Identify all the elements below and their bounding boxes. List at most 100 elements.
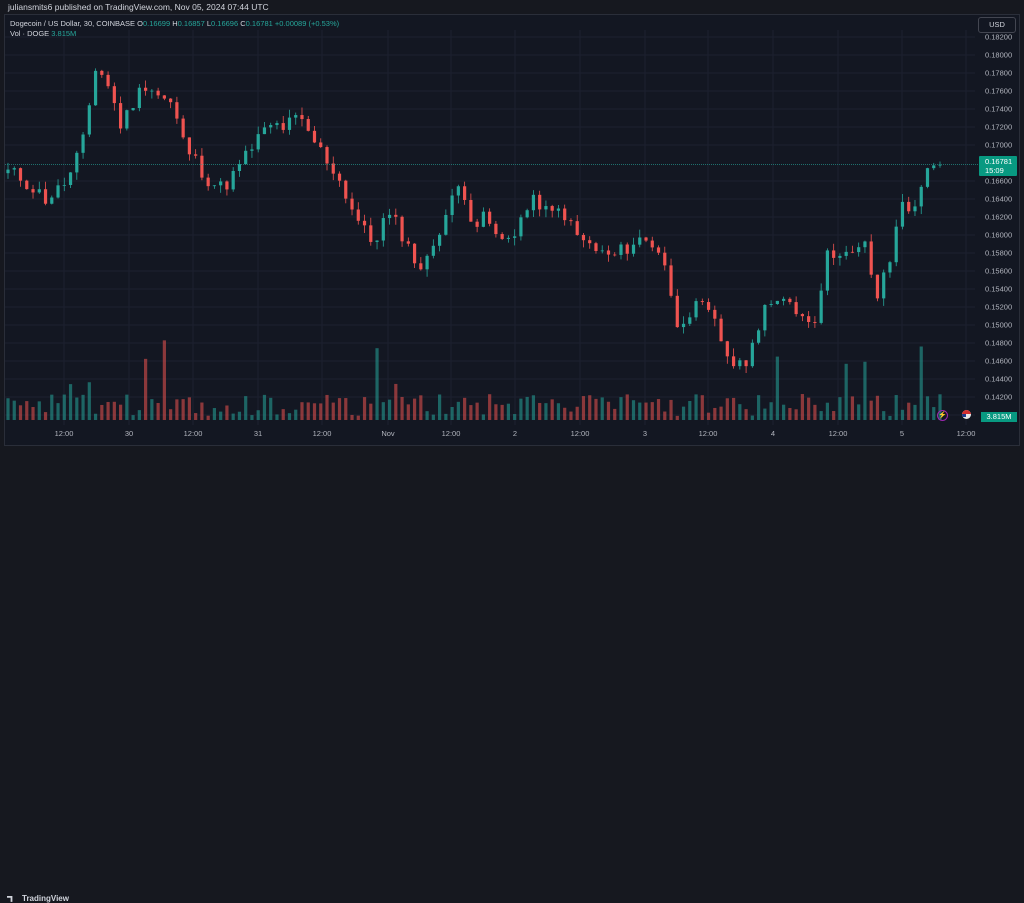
volume-bar xyxy=(782,404,786,420)
volume-bar xyxy=(681,406,686,420)
candle-body xyxy=(12,168,16,170)
volume-bar xyxy=(175,399,179,420)
volume-bar xyxy=(106,401,110,420)
volume-bar xyxy=(425,411,429,420)
volume-bar xyxy=(731,397,736,420)
candle-body xyxy=(237,164,242,171)
volume-bar xyxy=(231,413,235,420)
volume-bar xyxy=(656,399,661,420)
time-tick-label: 12:00 xyxy=(957,429,976,438)
candle-body xyxy=(93,70,98,106)
candle-body xyxy=(888,262,892,273)
volume-bar xyxy=(100,404,104,420)
price-tick-label: 0.17400 xyxy=(985,105,1012,114)
candle-body xyxy=(600,250,604,252)
currency-button[interactable]: USD xyxy=(978,17,1016,33)
candle-body xyxy=(200,155,204,178)
symbol-title[interactable]: Dogecoin / US Dollar, 30, COINBASE xyxy=(10,19,136,28)
volume-bar xyxy=(144,358,148,420)
volume-bar xyxy=(6,398,10,420)
candle-body xyxy=(932,165,936,169)
volume-bar xyxy=(513,414,517,420)
candle-body xyxy=(894,226,898,263)
candle-body xyxy=(306,119,310,131)
candle-body xyxy=(631,244,636,254)
high-value: 0.16857 xyxy=(177,19,205,28)
candle-body xyxy=(656,247,661,253)
volume-bar xyxy=(162,340,166,420)
price-tick-label: 0.14200 xyxy=(985,393,1012,402)
volume-bar xyxy=(87,382,91,420)
volume-bar xyxy=(581,396,586,420)
chart-legend: Dogecoin / US Dollar, 30, COINBASE O0.16… xyxy=(10,19,339,39)
time-tick-label: 12:00 xyxy=(829,429,848,438)
candle-body xyxy=(300,115,304,120)
candle-body xyxy=(275,123,279,126)
candle-body xyxy=(169,98,173,103)
candle-body xyxy=(294,115,298,118)
candle-body xyxy=(144,87,148,91)
tradingview-logo[interactable]: TradingView xyxy=(7,894,69,903)
volume-bar xyxy=(525,396,529,420)
candle-body xyxy=(744,360,748,367)
candle-body xyxy=(782,298,786,301)
candle-body xyxy=(387,214,392,219)
time-tick-label: 4 xyxy=(771,429,775,438)
candle-body xyxy=(31,189,35,193)
candle-body xyxy=(488,211,492,224)
volume-bar xyxy=(331,402,335,420)
volume-bar xyxy=(350,414,354,420)
volume-bar xyxy=(463,397,467,420)
volume-bar xyxy=(169,409,173,420)
candle-body xyxy=(794,302,798,315)
candle-body xyxy=(513,236,517,238)
candlestick-chart[interactable]: 0.18200 0.18000 0.17800 0.17600 0.17400 0.172… xyxy=(0,0,1024,459)
low-value: 0.16696 xyxy=(211,19,239,28)
candle-body xyxy=(925,168,930,187)
candle-body xyxy=(900,201,905,227)
candle-body xyxy=(644,237,648,241)
candle-body xyxy=(681,323,686,328)
candle-body xyxy=(706,302,711,310)
candle-body xyxy=(832,250,836,258)
time-tick-label: 2 xyxy=(513,429,517,438)
candle-body xyxy=(350,198,354,210)
candle-body xyxy=(400,216,404,242)
chart-pane[interactable] xyxy=(4,14,1020,446)
volume-label[interactable]: Vol · DOGE xyxy=(10,29,50,38)
volume-bar xyxy=(488,394,492,420)
volume-bar xyxy=(544,403,548,420)
candle-body xyxy=(650,240,654,248)
volume-bar xyxy=(287,413,292,420)
candle-body xyxy=(481,211,485,227)
candle-body xyxy=(419,263,423,270)
candle-body xyxy=(757,330,761,343)
candle-body xyxy=(538,194,542,210)
volume-bar xyxy=(275,414,279,420)
volume-bar xyxy=(650,402,654,420)
volume-bar xyxy=(319,403,323,420)
us-flag-icon[interactable] xyxy=(962,410,971,419)
candle-body xyxy=(456,186,460,196)
volume-bar xyxy=(362,397,367,420)
volume-bar xyxy=(563,407,567,420)
candle-body xyxy=(369,225,373,242)
time-tick-label: 12:00 xyxy=(184,429,203,438)
volume-bar xyxy=(312,403,317,420)
candle-body xyxy=(87,105,91,135)
volume-bar xyxy=(31,407,35,420)
time-tick-label: 30 xyxy=(125,429,133,438)
volume-bar xyxy=(569,411,573,420)
flash-icon[interactable]: ⚡ xyxy=(937,410,948,421)
volume-bar xyxy=(844,363,848,420)
candle-body xyxy=(100,70,104,75)
volume-bar xyxy=(813,404,817,420)
candle-body xyxy=(469,199,473,222)
volume-bar xyxy=(506,403,511,420)
candle-body xyxy=(763,304,767,331)
volume-bar xyxy=(81,394,85,420)
volume-bar xyxy=(519,398,523,420)
low-label: L xyxy=(206,19,212,28)
candle-body xyxy=(181,118,185,138)
price-tick-label: 0.16400 xyxy=(985,195,1012,204)
